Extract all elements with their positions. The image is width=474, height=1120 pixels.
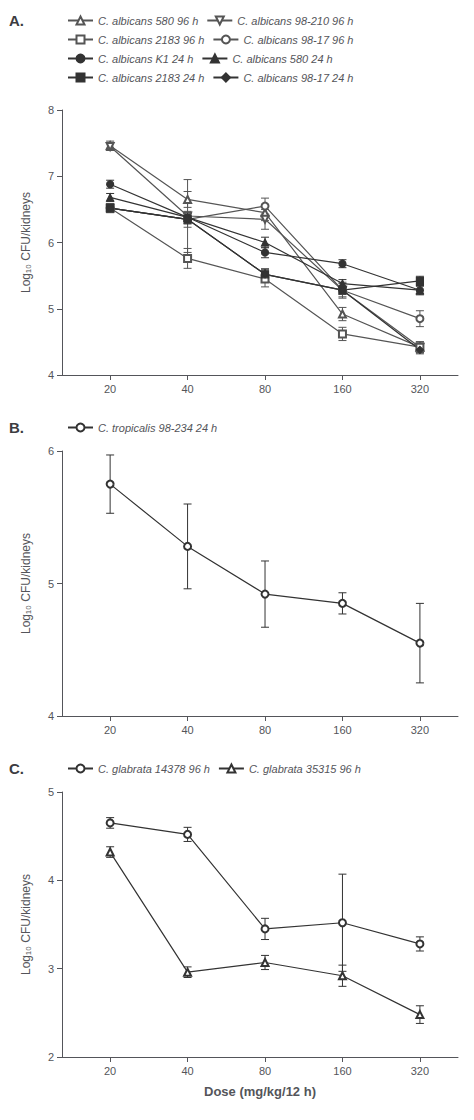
svg-text:5: 5 bbox=[48, 578, 54, 590]
svg-text:C. albicans 98-17 24 h: C. albicans 98-17 24 h bbox=[243, 72, 353, 84]
svg-text:C.: C. bbox=[9, 760, 24, 777]
svg-text:80: 80 bbox=[259, 383, 271, 395]
svg-text:40: 40 bbox=[181, 724, 193, 736]
svg-text:B.: B. bbox=[9, 419, 24, 436]
svg-text:20: 20 bbox=[104, 383, 116, 395]
svg-text:20: 20 bbox=[104, 724, 116, 736]
svg-text:C. glabrata 14378 96 h: C. glabrata 14378 96 h bbox=[98, 763, 210, 775]
svg-text:C. albicans 580 24 h: C. albicans 580 24 h bbox=[232, 53, 332, 65]
svg-text:C. tropicalis 98-234 24 h: C. tropicalis 98-234 24 h bbox=[98, 422, 217, 434]
svg-text:Log₁₀ CFU/kidneys: Log₁₀ CFU/kidneys bbox=[19, 192, 33, 293]
svg-text:4: 4 bbox=[48, 874, 54, 886]
svg-text:20: 20 bbox=[104, 1065, 116, 1077]
svg-text:5: 5 bbox=[48, 303, 54, 315]
svg-text:C. albicans 580 96 h: C. albicans 580 96 h bbox=[98, 15, 198, 27]
svg-text:40: 40 bbox=[181, 1065, 193, 1077]
svg-text:320: 320 bbox=[411, 1065, 429, 1077]
svg-text:4: 4 bbox=[48, 369, 54, 381]
svg-text:4: 4 bbox=[48, 710, 54, 722]
svg-text:80: 80 bbox=[259, 1065, 271, 1077]
svg-text:320: 320 bbox=[411, 724, 429, 736]
svg-text:160: 160 bbox=[333, 1065, 351, 1077]
svg-text:40: 40 bbox=[181, 383, 193, 395]
svg-text:C. albicans K1 24 h: C. albicans K1 24 h bbox=[98, 53, 193, 65]
svg-text:160: 160 bbox=[333, 383, 351, 395]
svg-text:C. albicans 2183 24 h: C. albicans 2183 24 h bbox=[98, 72, 204, 84]
svg-text:320: 320 bbox=[411, 383, 429, 395]
svg-text:2: 2 bbox=[48, 1051, 54, 1063]
svg-text:Log₁₀ CFU/kidneys: Log₁₀ CFU/kidneys bbox=[19, 874, 33, 975]
svg-text:Dose (mg/kg/12 h): Dose (mg/kg/12 h) bbox=[204, 1084, 316, 1099]
svg-text:80: 80 bbox=[259, 724, 271, 736]
svg-text:3: 3 bbox=[48, 963, 54, 975]
svg-text:C. albicans 2183 96 h: C. albicans 2183 96 h bbox=[98, 34, 204, 46]
svg-text:7: 7 bbox=[48, 170, 54, 182]
svg-text:Log₁₀ CFU/kidneys: Log₁₀ CFU/kidneys bbox=[19, 533, 33, 634]
svg-text:160: 160 bbox=[333, 724, 351, 736]
svg-text:A.: A. bbox=[9, 12, 24, 29]
svg-text:C. albicans 98-210 96 h: C. albicans 98-210 96 h bbox=[237, 15, 353, 27]
svg-text:5: 5 bbox=[48, 786, 54, 798]
svg-text:8: 8 bbox=[48, 104, 54, 116]
svg-text:6: 6 bbox=[48, 237, 54, 249]
svg-text:C. glabrata 35315 96 h: C. glabrata 35315 96 h bbox=[249, 763, 361, 775]
svg-text:6: 6 bbox=[48, 445, 54, 457]
svg-text:C. albicans 98-17 96 h: C. albicans 98-17 96 h bbox=[243, 34, 353, 46]
